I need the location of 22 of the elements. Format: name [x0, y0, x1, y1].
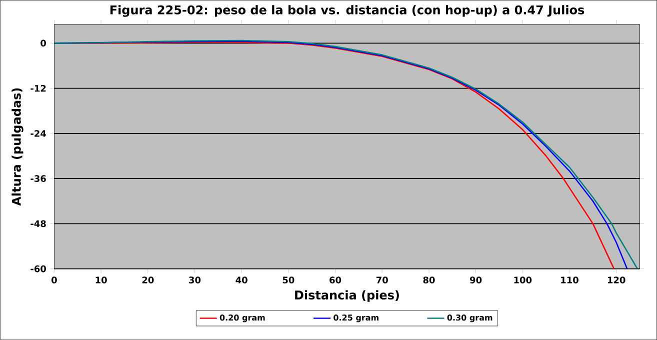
y-tick-label: -12: [30, 84, 46, 92]
x-tick-label: 80: [423, 276, 435, 284]
y-tick-label: -24: [30, 130, 46, 137]
x-tick-label: 30: [189, 276, 201, 284]
x-tick-label: 120: [608, 276, 626, 284]
y-axis-title: Altura (pulgadas): [12, 88, 24, 206]
y-tick-label: -36: [30, 175, 46, 182]
x-tick-label: 90: [470, 276, 482, 284]
x-tick-label: 0: [52, 276, 57, 284]
x-tick-label: 100: [514, 276, 532, 284]
x-tick-label: 40: [236, 276, 248, 284]
x-tick-label: 110: [561, 276, 578, 284]
x-tick-label: 20: [142, 276, 154, 284]
x-tick-label: 10: [96, 276, 107, 284]
x-axis-title: Distancia (pies): [295, 290, 399, 302]
x-tick-label: 50: [282, 276, 294, 284]
x-tick-label: 60: [330, 276, 342, 284]
y-tick-label: -48: [30, 220, 46, 228]
y-tick-label: -60: [30, 265, 46, 272]
x-tick-label: 70: [376, 276, 388, 284]
chart-title: Figura 225-02: peso de la bola vs. distancia (con hop-up) a 0.47 Julios: [110, 5, 584, 17]
y-tick-label: 0: [40, 40, 46, 47]
